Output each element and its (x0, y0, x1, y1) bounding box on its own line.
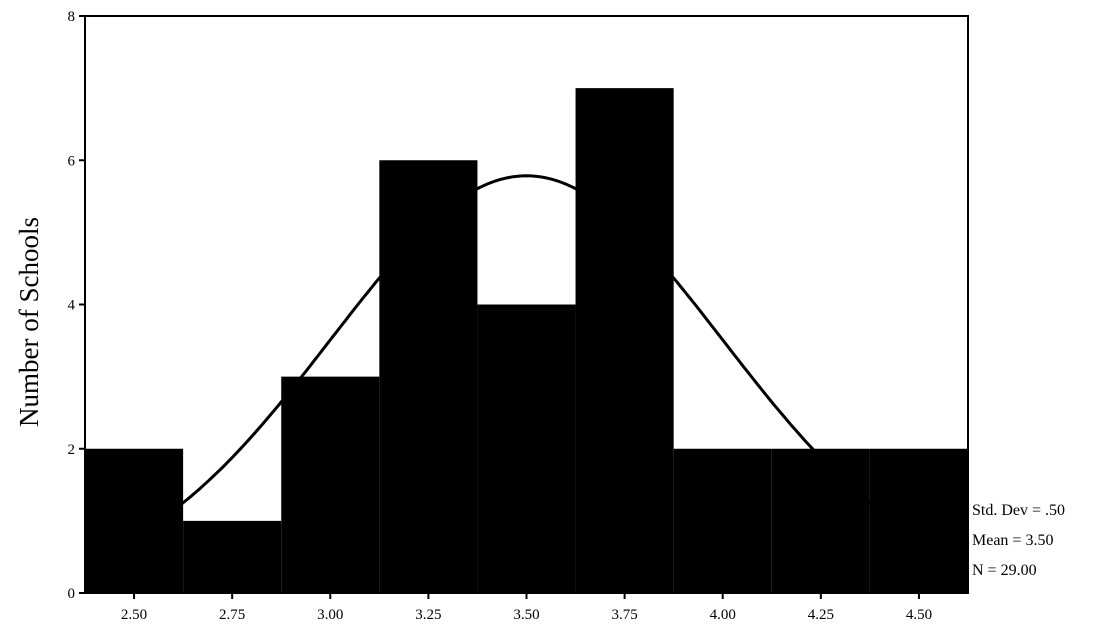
stats-legend: Std. Dev = .50 Mean = 3.50 N = 29.00 (972, 496, 1065, 586)
histogram-bar-2.75 (183, 520, 282, 593)
x-tick-label: 3.50 (513, 607, 539, 623)
x-tick-label: 3.00 (317, 607, 343, 623)
histogram-bar-2.50 (85, 448, 184, 593)
y-axis: 0 2 4 6 8 (68, 9, 85, 602)
y-tick-label: 0 (68, 586, 76, 602)
x-tick-label: 4.25 (808, 607, 834, 623)
x-tick-label: 3.25 (415, 607, 441, 623)
x-axis: 2.50 2.75 3.00 3.25 3.50 3.75 4.00 4.25 4.50 (121, 593, 932, 623)
mean-stat: Mean = 3.50 (972, 532, 1054, 549)
histogram-bar-3.50 (477, 304, 576, 593)
x-tick-label: 4.50 (906, 607, 932, 623)
histogram-bar-3.00 (281, 376, 380, 593)
std-dev-stat: Std. Dev = .50 (972, 502, 1066, 519)
x-tick-label: 2.50 (121, 607, 147, 623)
histogram-bar-3.75 (575, 88, 674, 593)
x-tick-label: 4.00 (710, 607, 736, 623)
histogram-bars (85, 88, 968, 593)
y-tick-label: 2 (68, 442, 76, 458)
histogram-bar-3.25 (379, 160, 478, 593)
y-tick-label: 6 (68, 153, 76, 169)
histogram-bar-4.25 (771, 448, 870, 593)
x-tick-label: 2.75 (219, 607, 245, 623)
histogram-bar-4.00 (673, 448, 772, 593)
y-tick-label: 8 (68, 9, 76, 25)
x-tick-label: 3.75 (611, 607, 637, 623)
histogram-bar-4.50 (869, 448, 968, 593)
y-tick-label: 4 (68, 298, 76, 314)
normal-curve (84, 174, 969, 562)
n-stat: N = 29.00 (972, 562, 1037, 579)
y-axis-label: Number of Schools (14, 217, 44, 427)
